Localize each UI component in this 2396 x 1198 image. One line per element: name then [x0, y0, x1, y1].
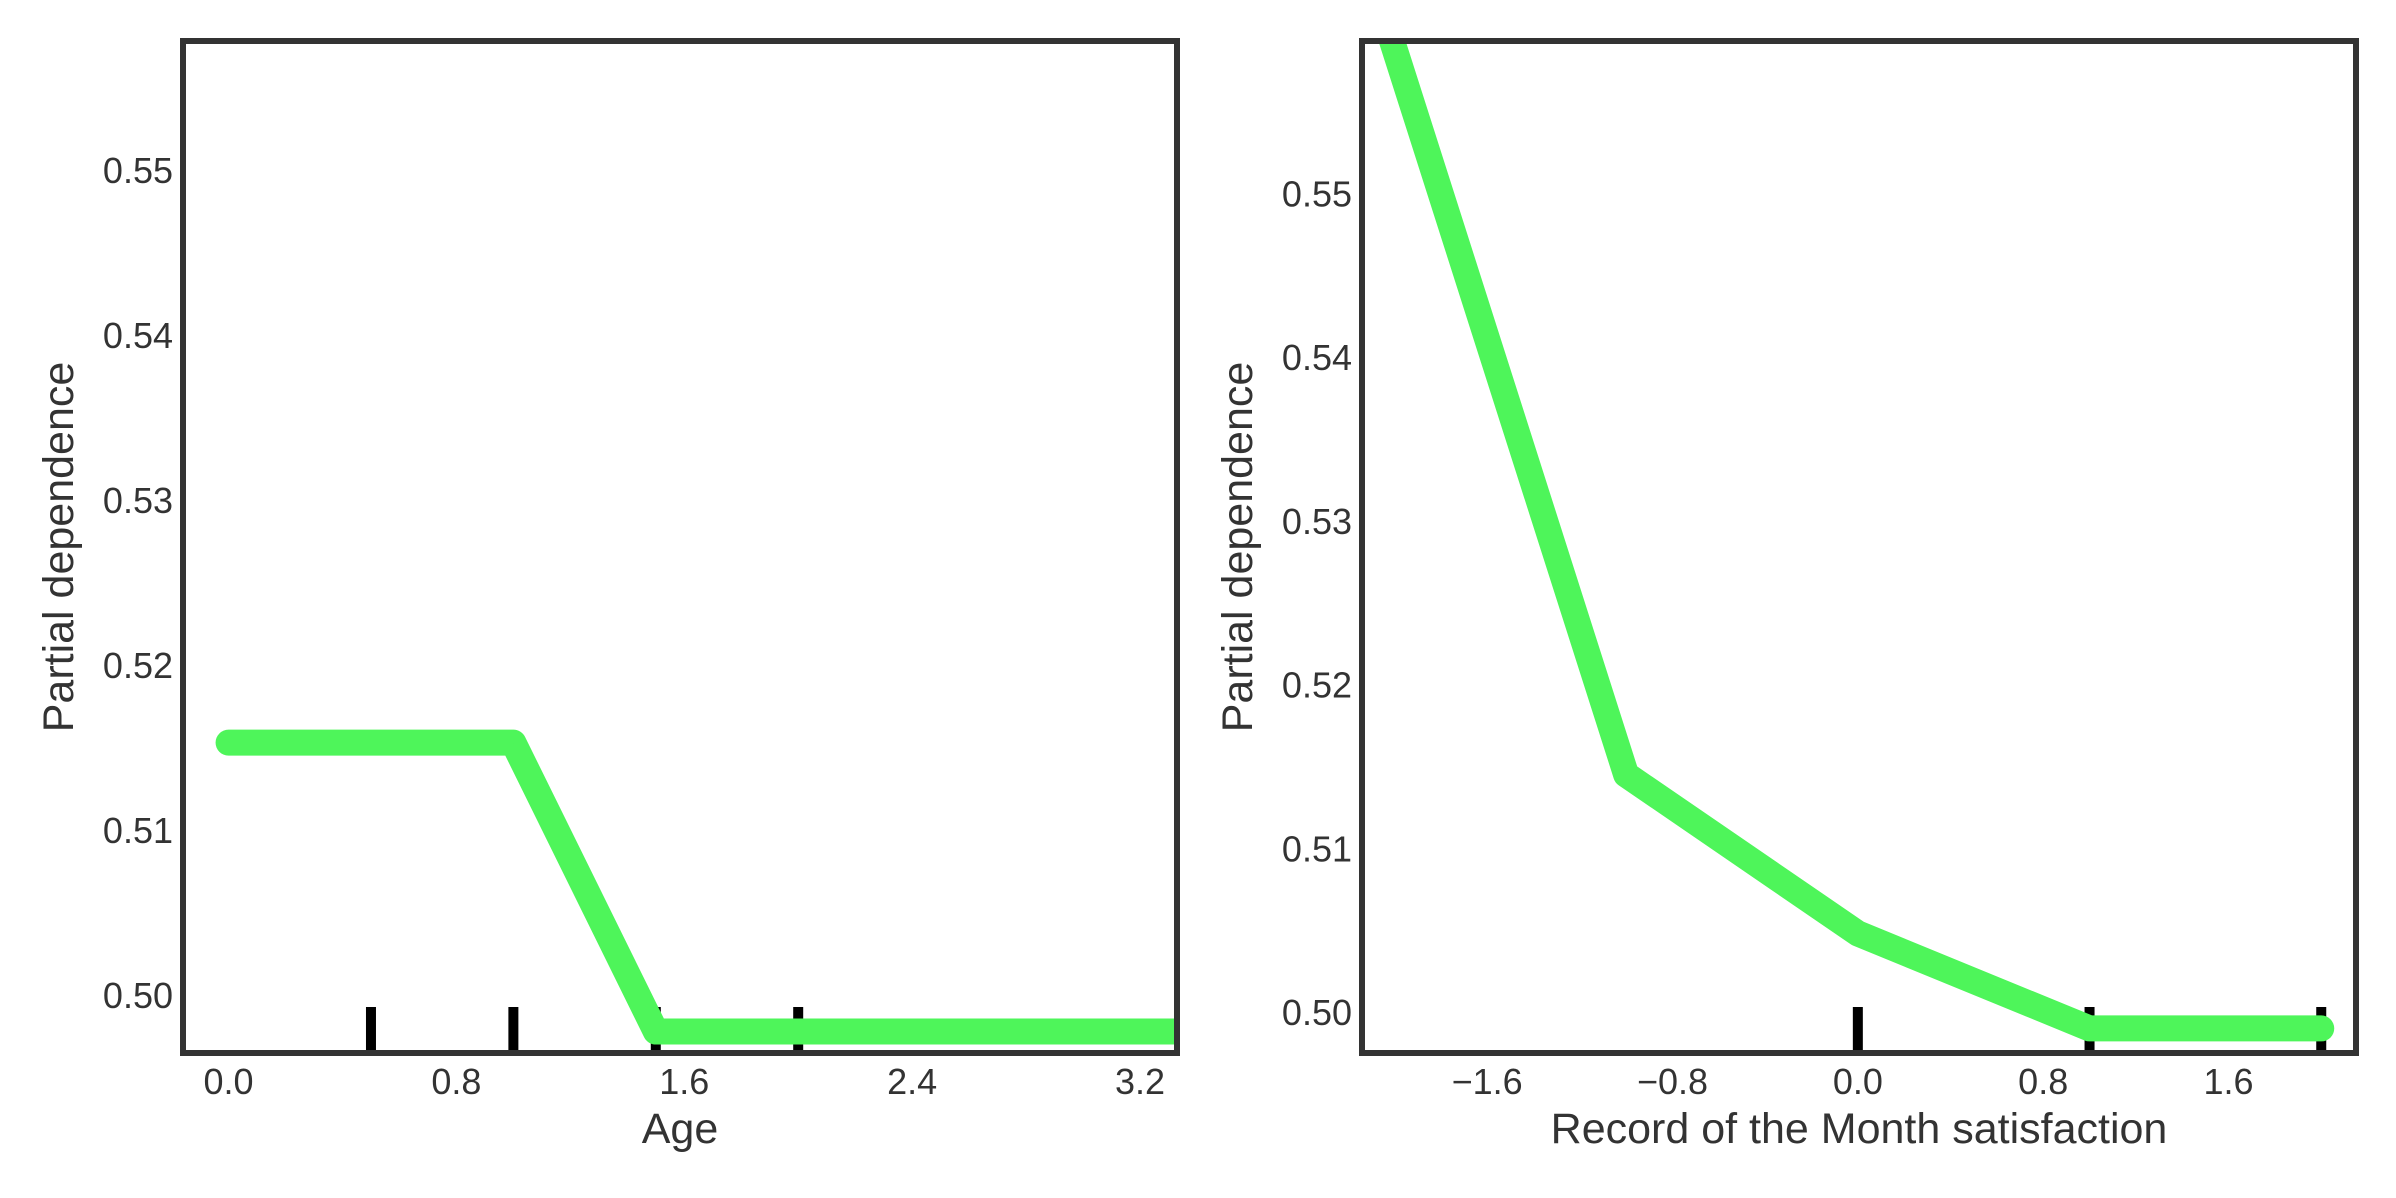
data-point: [1856, 932, 1859, 935]
y-tick-label: 0.50: [1282, 992, 1352, 1033]
data-point: [512, 741, 515, 744]
data-point: [654, 1030, 657, 1033]
y-tick-label: 0.51: [1282, 828, 1352, 869]
x-axis-label: Record of the Month satisfaction: [1551, 1105, 2168, 1153]
y-tick-label: 0.51: [103, 810, 173, 851]
x-tick-label: 2.4: [887, 1061, 937, 1102]
y-tick-label: 0.53: [103, 480, 173, 521]
x-tick-label: −1.6: [1452, 1061, 1523, 1102]
y-tick-label: 0.50: [103, 975, 173, 1016]
x-tick-label: 3.2: [1115, 1061, 1165, 1102]
x-tick-label: 1.6: [659, 1061, 709, 1102]
y-tick-label: 0.55: [103, 150, 173, 191]
data-point: [227, 741, 230, 744]
x-tick-label: 0.0: [1833, 1061, 1883, 1102]
y-tick-label: 0.53: [1282, 501, 1352, 542]
chart-panel-2: −1.6 −0.8 0.0 0.8 1.6 0.50 0.51 0.52 0.53 0.54 0.5…: [1214, 38, 2359, 1153]
data-point: [2320, 1027, 2323, 1030]
x-axis-label: Age: [642, 1105, 719, 1153]
chart-panels: 0.0 0.8 1.6 2.4 3.2 0.50 0.51 0.52 0.53 0.54 0.55 A…: [35, 38, 2359, 1153]
data-point: [1625, 773, 1628, 776]
y-tick-label: 0.54: [1282, 337, 1352, 378]
y-tick-label: 0.55: [1282, 173, 1352, 214]
y-tick-label: 0.52: [103, 645, 173, 686]
x-tick-label: 0.8: [2018, 1061, 2068, 1102]
plot-frame: [180, 38, 1180, 1056]
x-tick-label: −0.8: [1637, 1061, 1708, 1102]
plot-frame: [1359, 38, 2359, 1056]
data-point: [2088, 1027, 2091, 1030]
y-axis-label: Partial dependence: [1214, 362, 1262, 733]
x-tick-label: 1.6: [2204, 1061, 2254, 1102]
data-point: [797, 1030, 800, 1033]
y-tick-label: 0.54: [103, 315, 173, 356]
y-tick-label: 0.52: [1282, 665, 1352, 706]
chart-panel-1: 0.0 0.8 1.6 2.4 3.2 0.50 0.51 0.52 0.53 0.54 0.55 A…: [35, 38, 1180, 1153]
x-tick-label: 0.0: [204, 1061, 254, 1102]
x-tick-label: 0.8: [431, 1061, 481, 1102]
y-axis-label: Partial dependence: [35, 362, 83, 733]
